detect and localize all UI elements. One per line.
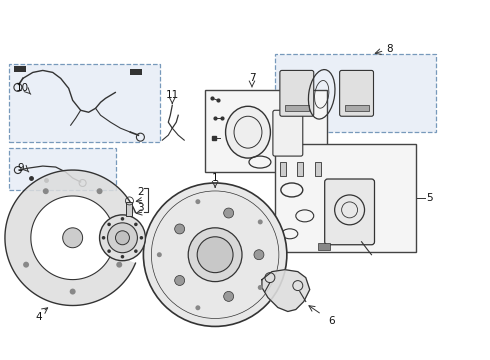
- Circle shape: [116, 231, 129, 245]
- Bar: [275, 144, 416, 252]
- Circle shape: [102, 236, 105, 239]
- Circle shape: [121, 255, 124, 258]
- Circle shape: [121, 217, 124, 221]
- Circle shape: [258, 285, 263, 290]
- Circle shape: [134, 222, 138, 226]
- Bar: [315, 162, 321, 176]
- Circle shape: [107, 222, 111, 226]
- Circle shape: [254, 250, 264, 260]
- Text: 10: 10: [16, 84, 29, 93]
- Ellipse shape: [225, 106, 270, 158]
- Text: 3: 3: [137, 203, 144, 213]
- Circle shape: [97, 188, 102, 194]
- Text: 11: 11: [166, 90, 179, 100]
- Text: 5: 5: [426, 193, 433, 203]
- Bar: [9, 148, 117, 190]
- FancyBboxPatch shape: [340, 71, 373, 116]
- Bar: [280, 162, 286, 176]
- Circle shape: [258, 220, 263, 224]
- Bar: [275, 54, 436, 132]
- Text: 8: 8: [386, 44, 393, 54]
- Circle shape: [140, 236, 143, 239]
- Circle shape: [23, 262, 29, 268]
- Circle shape: [144, 183, 287, 327]
- Text: 1: 1: [212, 173, 219, 183]
- Bar: [285, 105, 309, 111]
- Circle shape: [134, 249, 138, 253]
- FancyBboxPatch shape: [325, 179, 374, 245]
- Bar: [205, 90, 327, 172]
- Text: 9: 9: [18, 163, 24, 173]
- FancyBboxPatch shape: [273, 110, 303, 156]
- Bar: [318, 243, 330, 250]
- Text: 4: 4: [35, 312, 42, 323]
- Circle shape: [174, 224, 185, 234]
- Circle shape: [63, 228, 83, 248]
- Circle shape: [196, 199, 200, 204]
- Bar: [130, 69, 143, 75]
- Circle shape: [223, 291, 234, 301]
- Circle shape: [157, 252, 162, 257]
- Bar: [126, 202, 132, 216]
- Bar: [14, 67, 26, 72]
- Bar: [344, 105, 368, 111]
- Bar: [9, 64, 160, 142]
- Text: 2: 2: [137, 187, 144, 197]
- Polygon shape: [262, 270, 310, 311]
- Circle shape: [70, 289, 75, 294]
- Circle shape: [197, 237, 233, 273]
- Polygon shape: [5, 170, 135, 306]
- Bar: [297, 162, 303, 176]
- Text: 6: 6: [328, 316, 335, 327]
- Circle shape: [99, 215, 146, 261]
- Circle shape: [188, 228, 242, 282]
- FancyBboxPatch shape: [280, 71, 314, 116]
- Circle shape: [174, 275, 185, 285]
- Circle shape: [107, 223, 137, 253]
- Circle shape: [196, 305, 200, 310]
- Circle shape: [43, 188, 49, 194]
- Text: 7: 7: [248, 73, 255, 84]
- Circle shape: [223, 208, 234, 218]
- Circle shape: [107, 249, 111, 253]
- Circle shape: [116, 262, 122, 268]
